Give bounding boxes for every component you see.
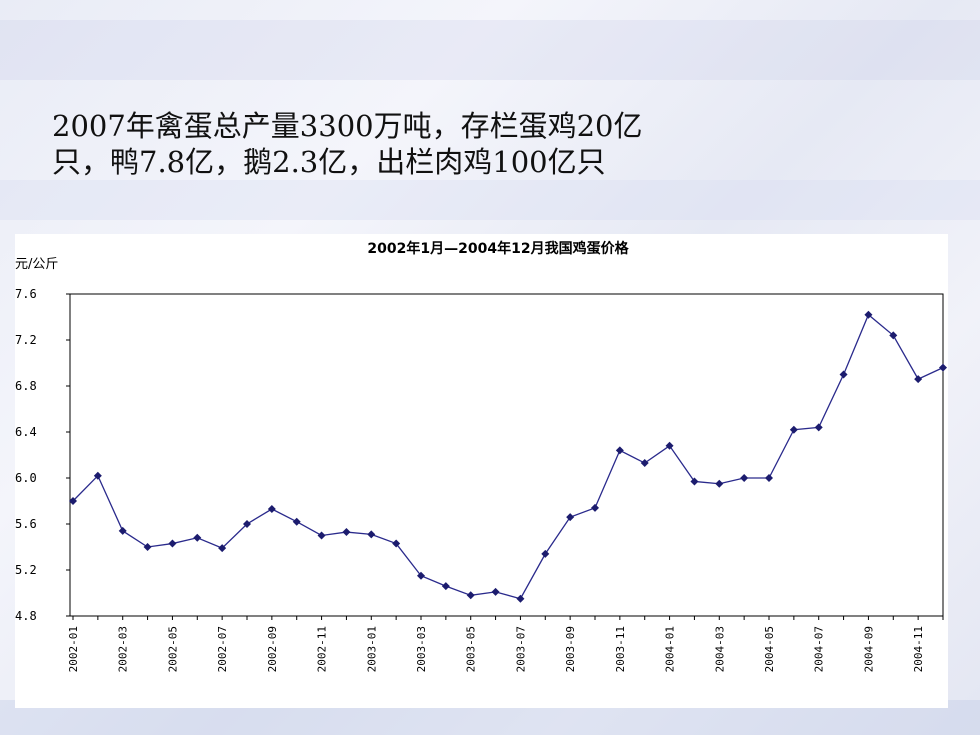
data-point — [367, 530, 376, 539]
x-tick-label: 2003-09 — [564, 626, 577, 672]
data-point — [491, 587, 500, 596]
x-tick-label: 2002-05 — [166, 626, 179, 672]
x-tick-label: 2002-03 — [117, 626, 130, 672]
y-tick-label: 5.6 — [15, 517, 37, 531]
data-point — [715, 479, 724, 488]
x-tick-label: 2003-03 — [415, 626, 428, 672]
data-point — [640, 459, 649, 468]
x-tick-label: 2002-09 — [266, 626, 279, 672]
data-point — [441, 582, 450, 591]
x-tick-label: 2002-07 — [216, 626, 229, 672]
data-point — [342, 528, 351, 537]
data-point — [317, 531, 326, 540]
data-point — [218, 544, 227, 553]
data-point — [118, 526, 127, 535]
data-point — [566, 513, 575, 522]
data-point — [417, 571, 425, 580]
data-point — [466, 591, 475, 600]
data-point — [864, 310, 873, 319]
chart-panel: 2002年1月—2004年12月我国鸡蛋价格 元/公斤 7.6 7.2 6.8 6.4… — [15, 234, 948, 708]
y-tick-label: 4.8 — [15, 609, 37, 623]
headline-line-1: 2007年禽蛋总产量3300万吨，存栏蛋鸡20亿 — [52, 109, 643, 143]
data-point — [765, 474, 773, 482]
series-line — [72, 313, 944, 600]
background-band — [0, 180, 980, 220]
data-point — [839, 370, 848, 379]
y-tick-label: 7.6 — [15, 287, 37, 301]
y-axis-label: 元/公斤 — [15, 257, 58, 272]
headline-line-2: 只，鸭7.8亿，鹅2.3亿，出栏肉鸡100亿只 — [52, 145, 606, 179]
data-point — [914, 375, 923, 384]
data-point — [740, 474, 749, 482]
x-tick-label: 2004-03 — [713, 626, 726, 672]
data-point — [267, 505, 276, 514]
chart-title: 2002年1月—2004年12月我国鸡蛋价格 — [367, 240, 629, 257]
x-tick-label: 2003-11 — [614, 626, 627, 672]
data-point — [69, 497, 77, 505]
data-point — [193, 533, 202, 542]
y-tick-label: 5.2 — [15, 563, 37, 577]
line-chart: 2002年1月—2004年12月我国鸡蛋价格 元/公斤 7.6 7.2 6.8 6.4… — [15, 240, 947, 672]
data-point — [392, 539, 401, 548]
data-point — [591, 503, 599, 512]
data-point — [939, 363, 947, 372]
y-tick-label: 7.2 — [15, 333, 37, 347]
headline-text: 2007年禽蛋总产量3300万吨，存栏蛋鸡20亿 只，鸭7.8亿，鹅2.3亿，出… — [52, 108, 732, 180]
data-point — [168, 539, 177, 548]
data-point — [615, 446, 624, 455]
x-tick-label: 2003-07 — [514, 626, 527, 672]
x-tick-label: 2003-01 — [365, 626, 378, 672]
data-point — [143, 543, 152, 551]
x-tick-label: 2003-05 — [465, 626, 478, 672]
x-tick-label: 2004-01 — [664, 626, 677, 672]
data-point — [243, 520, 251, 528]
y-tick-label: 6.8 — [15, 379, 37, 393]
y-tick-label: 6.0 — [15, 471, 37, 485]
series-group — [69, 310, 947, 603]
data-point — [292, 517, 301, 526]
x-tick-label: 2004-07 — [813, 626, 826, 672]
x-tick-label: 2002-11 — [316, 626, 329, 672]
y-tick-label: 6.4 — [15, 425, 37, 439]
x-tick-label: 2004-11 — [912, 626, 925, 672]
y-axis: 7.6 7.2 6.8 6.4 6.0 5.6 5.2 4.8 — [15, 287, 70, 623]
x-axis: 2002-01 2002-03 2002-05 2002-07 2002-09 2002-… — [67, 616, 944, 672]
data-point — [814, 423, 823, 432]
data-point — [516, 594, 525, 603]
background-band — [0, 20, 980, 80]
data-point — [690, 477, 699, 486]
data-point — [889, 331, 898, 340]
data-point — [93, 471, 102, 480]
data-point — [789, 425, 798, 434]
x-tick-label: 2004-09 — [862, 626, 875, 672]
x-tick-label: 2004-05 — [763, 626, 776, 672]
plot-area-frame — [69, 293, 944, 617]
data-point — [665, 441, 674, 450]
x-tick-label: 2002-01 — [67, 626, 80, 672]
data-point — [541, 549, 550, 558]
